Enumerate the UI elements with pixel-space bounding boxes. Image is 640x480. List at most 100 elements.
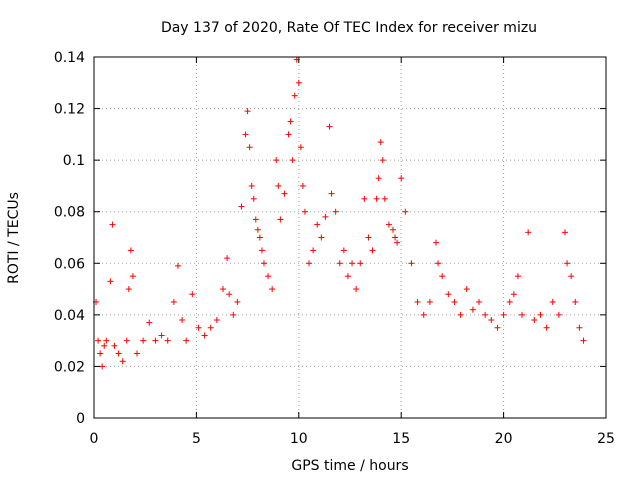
data-point [123, 337, 130, 344]
data-point [230, 311, 237, 318]
data-point [158, 332, 165, 339]
data-point [445, 291, 452, 298]
data-point [420, 311, 427, 318]
data-point [189, 291, 196, 298]
data-point [344, 273, 351, 280]
data-point [379, 157, 386, 164]
data-point [357, 260, 364, 267]
data-point [95, 337, 102, 344]
data-point [252, 216, 259, 223]
data-point [310, 247, 317, 254]
data-point [238, 203, 245, 210]
data-point [224, 255, 231, 262]
y-tick-label: 0.14 [54, 50, 85, 66]
data-point [97, 350, 104, 357]
data-point [326, 123, 333, 130]
data-point [562, 229, 569, 236]
gridlines [94, 57, 606, 418]
data-points [93, 56, 587, 370]
data-point [439, 273, 446, 280]
y-tick-label: 0.06 [54, 256, 85, 272]
x-tick-label: 0 [90, 431, 99, 447]
data-point [207, 324, 214, 331]
y-tick-label: 0.04 [54, 308, 85, 324]
data-point [258, 247, 265, 254]
data-point [129, 273, 136, 280]
data-point [375, 175, 382, 182]
data-point [281, 190, 288, 197]
data-point [426, 298, 433, 305]
data-point [433, 239, 440, 246]
data-point [103, 337, 110, 344]
data-point [174, 262, 181, 269]
data-point [226, 291, 233, 298]
data-point [392, 234, 399, 241]
y-axis-label: ROTI / TECUs [6, 192, 22, 284]
data-point [250, 195, 257, 202]
data-point [414, 298, 421, 305]
data-point [254, 226, 261, 233]
data-point [140, 337, 147, 344]
data-point [170, 298, 177, 305]
data-point [125, 286, 132, 293]
data-point [463, 286, 470, 293]
data-point [398, 175, 405, 182]
y-tick-label: 0.12 [54, 102, 85, 118]
data-point [332, 208, 339, 215]
data-point [385, 221, 392, 228]
data-point [369, 247, 376, 254]
data-point [201, 332, 208, 339]
data-point [568, 273, 575, 280]
data-point [295, 79, 302, 86]
data-point [318, 234, 325, 241]
data-point [451, 298, 458, 305]
data-point [353, 286, 360, 293]
data-point [111, 342, 118, 349]
data-point [408, 260, 415, 267]
data-point [306, 260, 313, 267]
data-point [248, 182, 255, 189]
data-point [482, 311, 489, 318]
data-point [555, 311, 562, 318]
data-point [328, 190, 335, 197]
data-point [220, 286, 227, 293]
data-point [525, 229, 532, 236]
data-point [289, 157, 296, 164]
data-point [287, 118, 294, 125]
x-tick-label: 20 [495, 431, 513, 447]
data-point [488, 317, 495, 324]
data-point [510, 291, 517, 298]
data-point [260, 260, 267, 267]
plot-frame [93, 56, 607, 419]
data-point [152, 337, 159, 344]
data-point [119, 358, 126, 365]
data-point [244, 108, 251, 115]
data-point [519, 311, 526, 318]
data-point [500, 311, 507, 318]
data-point [457, 311, 464, 318]
x-tick-label: 15 [392, 431, 410, 447]
data-point [265, 273, 272, 280]
data-point [256, 234, 263, 241]
data-point [134, 350, 141, 357]
data-point [402, 208, 409, 215]
data-point [476, 298, 483, 305]
data-point [549, 298, 556, 305]
data-point [299, 182, 306, 189]
data-point [365, 234, 372, 241]
data-point [336, 260, 343, 267]
data-point [301, 208, 308, 215]
chart-title: Day 137 of 2020, Rate Of TEC Index for r… [161, 20, 537, 36]
data-point [164, 337, 171, 344]
data-point [564, 260, 571, 267]
data-point [322, 213, 329, 220]
y-tick-label: 0.02 [54, 359, 85, 375]
data-point [340, 247, 347, 254]
data-point [183, 337, 190, 344]
data-point [291, 92, 298, 99]
data-point [394, 239, 401, 246]
data-point [580, 337, 587, 344]
y-tick-label: 0.1 [63, 153, 85, 169]
data-point [146, 319, 153, 326]
data-point [494, 324, 501, 331]
